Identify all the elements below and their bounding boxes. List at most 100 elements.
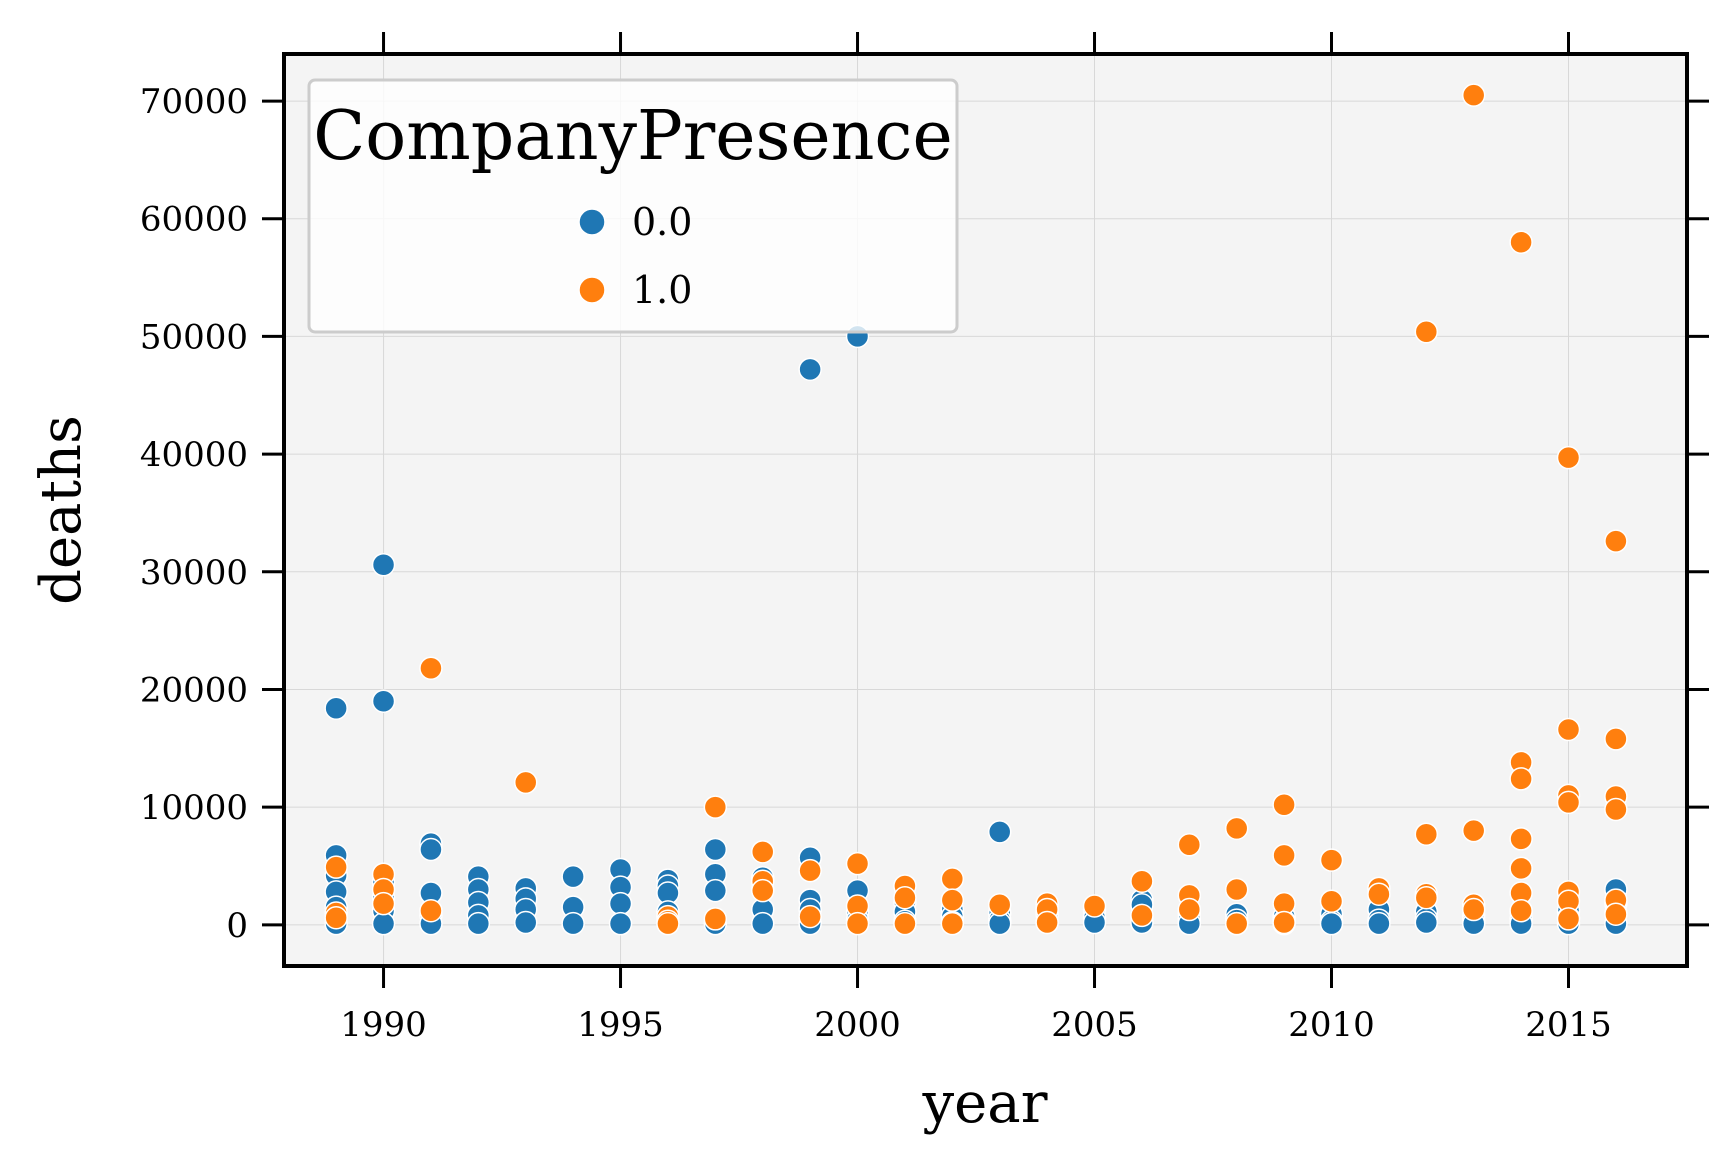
data-point: [371, 552, 396, 577]
data-points: [324, 83, 1628, 936]
data-point: [1414, 910, 1439, 935]
y-tick-label: 50000: [140, 317, 248, 357]
data-point: [1367, 882, 1391, 906]
legend-items: 0.0 1.0: [578, 200, 692, 312]
data-point: [1604, 727, 1628, 751]
x-tick-label: 1990: [340, 1005, 427, 1045]
data-point: [419, 837, 443, 862]
legend: CompanyPresence 0.0 1.0: [307, 78, 959, 334]
data-point: [1319, 911, 1344, 936]
legend-marker: [578, 208, 606, 236]
plot-frame: [282, 52, 1689, 968]
data-point: [324, 906, 348, 930]
data-point: [608, 891, 633, 916]
data-point: [371, 891, 396, 916]
data-point: [750, 840, 775, 864]
legend-label: 1.0: [632, 268, 692, 312]
y-tick-labels: 0 10000 20000 30000 40000 50000 60000 70000: [140, 82, 248, 946]
data-point: [1414, 822, 1439, 846]
data-point: [987, 820, 1012, 844]
data-point: [940, 888, 965, 912]
data-point: [1272, 793, 1296, 817]
data-point: [1604, 797, 1628, 822]
data-point: [798, 904, 822, 929]
data-point: [1367, 911, 1391, 936]
data-point: [987, 893, 1012, 917]
y-tick-label: 0: [226, 906, 248, 946]
data-point: [1272, 910, 1296, 935]
data-point: [1604, 529, 1628, 553]
data-point: [419, 898, 443, 923]
data-point: [893, 885, 917, 910]
data-point: [1130, 869, 1154, 894]
data-point: [1461, 818, 1486, 843]
data-point: [703, 795, 728, 819]
x-tick-label: 2010: [1288, 1005, 1375, 1045]
data-point: [1224, 911, 1249, 936]
data-point: [703, 837, 728, 862]
data-point: [798, 858, 822, 883]
y-tick-label: 10000: [140, 788, 248, 828]
data-point: [1509, 827, 1533, 851]
data-point: [1177, 897, 1202, 922]
data-point: [1319, 848, 1344, 872]
data-point: [466, 911, 491, 936]
x-tick-label: 2000: [814, 1005, 901, 1045]
data-point: [1414, 885, 1439, 910]
data-point: [1461, 897, 1486, 922]
y-axis-title: deaths: [29, 415, 94, 605]
data-point: [1509, 767, 1533, 791]
legend-label: 0.0: [632, 200, 692, 244]
data-point: [798, 357, 822, 382]
data-point: [1509, 898, 1533, 923]
data-point: [561, 864, 585, 889]
x-tick-label: 2005: [1051, 1005, 1138, 1045]
data-point: [750, 878, 775, 903]
data-point: [750, 911, 775, 936]
x-axis-title: year: [922, 1071, 1048, 1136]
data-point: [893, 911, 917, 936]
axis-ticks: [262, 32, 1709, 988]
data-point: [1509, 856, 1533, 881]
y-tick-label: 40000: [140, 435, 248, 475]
data-point: [324, 696, 348, 721]
data-point: [940, 867, 965, 891]
legend-title: CompanyPresence: [313, 97, 953, 176]
x-tick-labels: 1990 1995 2000 2005 2010 2015: [340, 1005, 1611, 1045]
data-point: [1224, 877, 1249, 902]
data-point: [1556, 907, 1581, 931]
data-point: [513, 770, 538, 795]
data-point: [1461, 83, 1486, 107]
data-point: [845, 851, 870, 876]
data-point: [1556, 790, 1581, 815]
data-point: [1035, 910, 1059, 935]
x-tick-label: 2015: [1525, 1005, 1612, 1045]
data-point: [608, 911, 633, 936]
data-point: [1224, 816, 1249, 841]
data-point: [1556, 717, 1581, 742]
data-point: [703, 907, 728, 931]
data-point: [1319, 889, 1344, 914]
data-point: [419, 656, 443, 681]
data-point: [371, 689, 396, 713]
data-point: [1556, 445, 1581, 470]
data-point: [940, 911, 965, 936]
data-point: [324, 855, 348, 879]
data-point: [1130, 903, 1154, 928]
data-point: [1509, 230, 1533, 255]
y-tick-label: 30000: [140, 553, 248, 593]
legend-box: [307, 78, 959, 334]
data-point: [1414, 319, 1439, 344]
legend-marker: [578, 276, 606, 304]
data-point: [1082, 894, 1107, 918]
data-point: [513, 910, 538, 935]
data-point: [1177, 833, 1202, 857]
data-point: [703, 878, 728, 903]
x-tick-label: 1995: [577, 1005, 664, 1045]
data-point: [845, 911, 870, 936]
data-point: [1272, 843, 1296, 868]
data-point: [371, 911, 396, 936]
series-1: [324, 83, 1628, 936]
data-point: [1604, 902, 1628, 926]
